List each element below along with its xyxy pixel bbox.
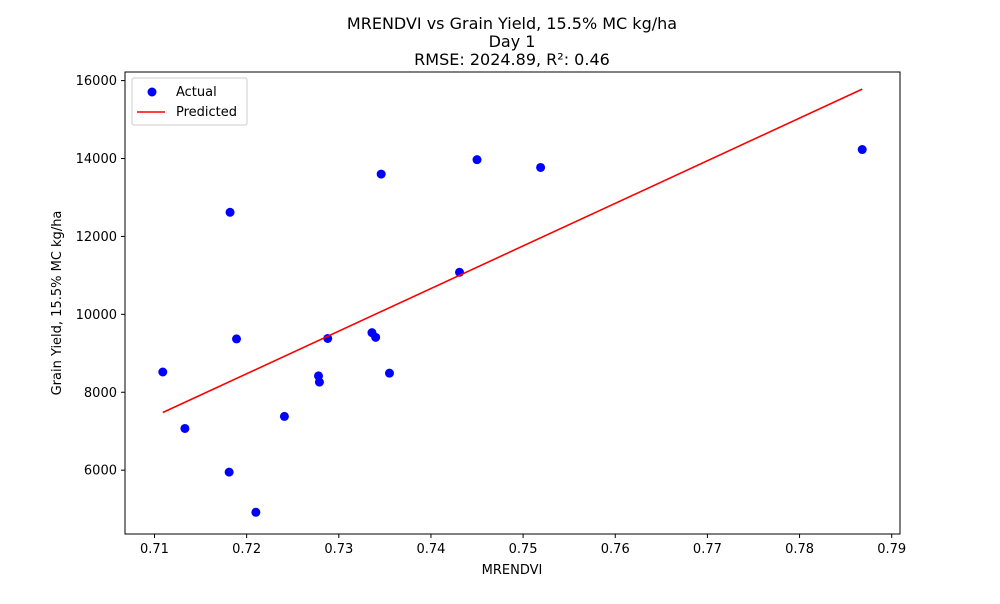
predicted-line: [162, 88, 863, 414]
actual-point: [314, 377, 324, 387]
y-tick-label: 14000: [76, 152, 117, 167]
actual-point: [224, 467, 234, 477]
actual-point: [251, 507, 261, 517]
chart-title-line-2: Day 1: [489, 32, 536, 51]
x-tick-label: 0.75: [509, 542, 538, 557]
x-tick-label: 0.79: [877, 542, 906, 557]
y-axis-label: Grain Yield, 15.5% MC kg/ha: [50, 211, 65, 396]
legend-frame: [131, 77, 248, 126]
plot-layer: [158, 88, 867, 517]
y-tick-label: 10000: [76, 308, 117, 323]
actual-point: [384, 368, 394, 378]
chart-title-line-3: RMSE: 2024.89, R²: 0.46: [414, 50, 610, 69]
actual-point: [472, 155, 482, 165]
chart-title-line-1: MRENDVI vs Grain Yield, 15.5% MC kg/ha: [347, 14, 677, 33]
actual-point: [180, 423, 190, 433]
x-tick-label: 0.72: [232, 542, 261, 557]
legend: Actual Predicted: [131, 77, 248, 126]
plot-frame: [124, 71, 901, 535]
x-tick-label: 0.73: [324, 542, 353, 557]
x-tick-label: 0.76: [601, 542, 630, 557]
actual-point: [857, 145, 867, 155]
actual-point: [371, 332, 381, 342]
legend-predicted-label: Predicted: [176, 105, 237, 120]
x-tick-label: 0.77: [693, 542, 722, 557]
actual-point: [376, 169, 386, 179]
legend-actual-label: Actual: [176, 85, 217, 100]
x-tick-label: 0.71: [140, 542, 169, 557]
y-tick-label: 8000: [84, 386, 117, 401]
actual-point: [232, 334, 242, 344]
legend-actual-marker: [147, 87, 157, 97]
y-tick-label: 6000: [84, 464, 117, 479]
actual-point: [536, 162, 546, 172]
actual-point: [158, 367, 168, 377]
x-tick-label: 0.74: [416, 542, 445, 557]
y-tick-label: 16000: [76, 74, 117, 89]
x-axis-label: MRENDVI: [482, 563, 543, 578]
actual-point: [323, 333, 333, 343]
actual-point: [225, 207, 235, 217]
y-tick-label: 12000: [76, 230, 117, 245]
actual-point: [279, 411, 289, 421]
x-tick-label: 0.78: [785, 542, 814, 557]
axes-layer: 0.71 0.72 0.73 0.74 0.75 0.76 0.77 0.78 0.79 6000…: [76, 74, 907, 557]
